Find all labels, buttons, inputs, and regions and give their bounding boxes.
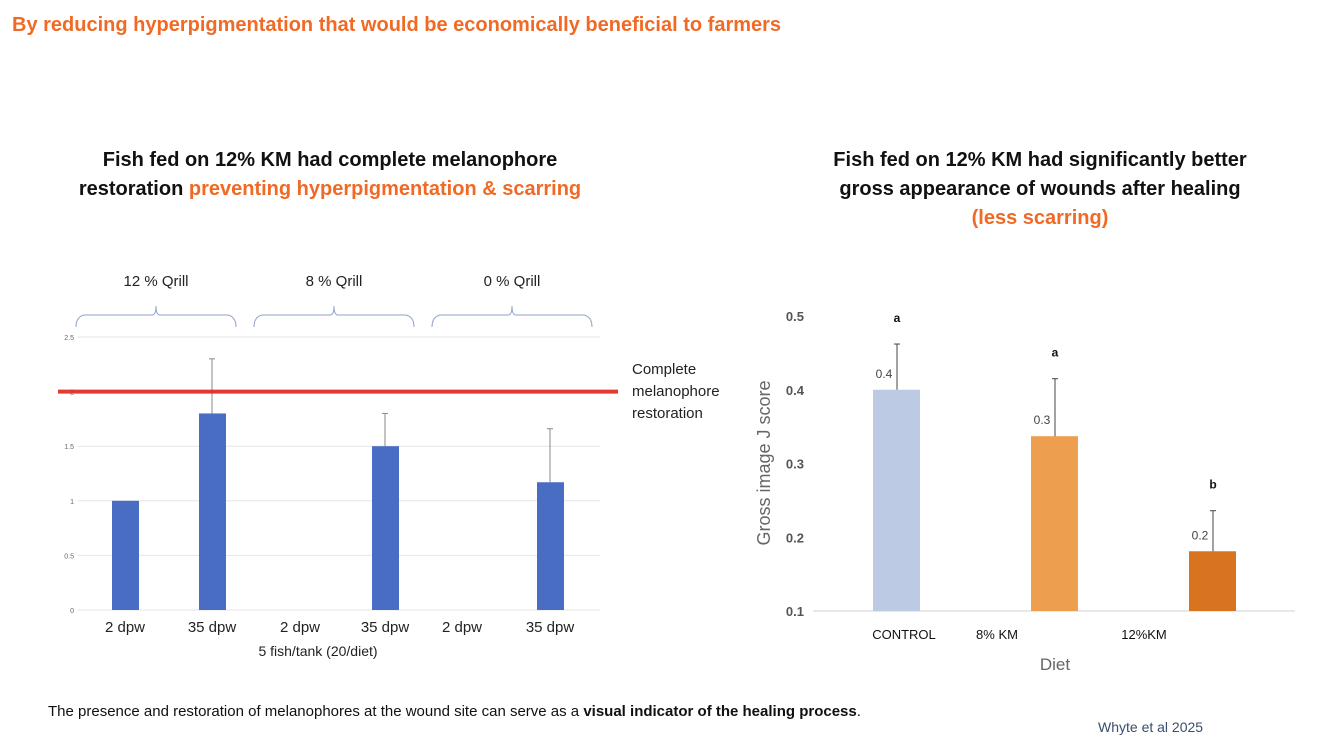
y-tick-label: 1.5: [64, 444, 74, 451]
significance-letter: a: [894, 311, 901, 325]
bar: [112, 500, 139, 610]
x-tick-label: 2 dpw: [442, 619, 482, 636]
x-tick-label: 8% KM: [976, 627, 1018, 642]
group-brace: [253, 305, 415, 328]
y-tick-label: 2.5: [64, 335, 74, 342]
y-tick-label: 1: [70, 499, 74, 506]
citation: Whyte et al 2025: [1098, 719, 1204, 735]
significance-letter: a: [1052, 346, 1059, 360]
x-tick-label: 35 dpw: [188, 619, 237, 636]
headline: By reducing hyperpigmentation that would…: [12, 14, 782, 36]
footer-end: .: [856, 703, 861, 720]
y-axis-label: Gross image J score: [754, 380, 774, 545]
y-tick-label: 0.2: [786, 530, 804, 545]
x-tick-label: 35 dpw: [526, 619, 575, 636]
footer-plain: The presence and restoration of melanoph…: [48, 703, 584, 720]
y-tick-label: 0.4: [786, 383, 805, 398]
x-tick-label: 12%KM: [1121, 627, 1167, 642]
y-tick-label: 0.5: [64, 553, 74, 560]
right-title-line2: gross appearance of wounds after healing: [839, 178, 1241, 200]
bar: [1189, 551, 1236, 611]
left-title-line1: Fish fed on 12% KM had complete melanoph…: [102, 149, 558, 171]
group-label: 12 % Qrill: [123, 273, 188, 290]
x-tick-label: 2 dpw: [105, 619, 145, 636]
x-tick-label: CONTROL: [872, 627, 936, 642]
bar: [537, 482, 564, 610]
bar: [199, 413, 226, 610]
data-label: 0.3: [1034, 413, 1051, 427]
left-panel-title: Fish fed on 12% KM had complete melanoph…: [20, 146, 640, 204]
data-label: 0.4: [876, 367, 893, 381]
bar: [873, 389, 920, 611]
bar: [372, 446, 399, 610]
footer-bold: visual indicator of the healing process: [583, 703, 857, 720]
right-panel-title: Fish fed on 12% KM had significantly bet…: [740, 146, 1334, 233]
group-brace: [75, 305, 237, 328]
group-label: 8 % Qrill: [306, 273, 363, 290]
data-label: 0.2: [1192, 528, 1209, 542]
right-title-highlight: (less scarring): [971, 207, 1109, 229]
x-axis-label: Diet: [1040, 655, 1071, 674]
x-axis-label: 5 fish/tank (20/diet): [258, 643, 377, 659]
left-title-plain: restoration: [78, 178, 189, 200]
x-tick-label: 35 dpw: [361, 619, 410, 636]
footer-text: The presence and restoration of melanoph…: [48, 703, 861, 720]
x-tick-label: 2 dpw: [280, 619, 320, 636]
group-brace: [431, 305, 593, 328]
bar: [1031, 436, 1078, 611]
y-tick-label: 0.3: [786, 457, 804, 472]
left-title-line2: restoration preventing hyperpigmentation…: [20, 175, 640, 204]
significance-letter: b: [1209, 478, 1216, 492]
left-title-highlight: preventing hyperpigmentation & scarring: [188, 178, 582, 200]
y-tick-label: 0: [70, 608, 74, 615]
y-tick-label: 0.1: [786, 604, 804, 619]
group-label: 0 % Qrill: [484, 273, 541, 290]
y-tick-label: 0.5: [786, 309, 804, 324]
right-title-line1: Fish fed on 12% KM had significantly bet…: [833, 149, 1247, 171]
reference-line-label: Complete melanophore restoration: [632, 361, 720, 422]
gross-score-chart: 0.1 0.2 0.3 0.4 0.5 0.4 a 0.3 a 0.2 b CONTROL 8% KM 1…: [754, 309, 1295, 674]
